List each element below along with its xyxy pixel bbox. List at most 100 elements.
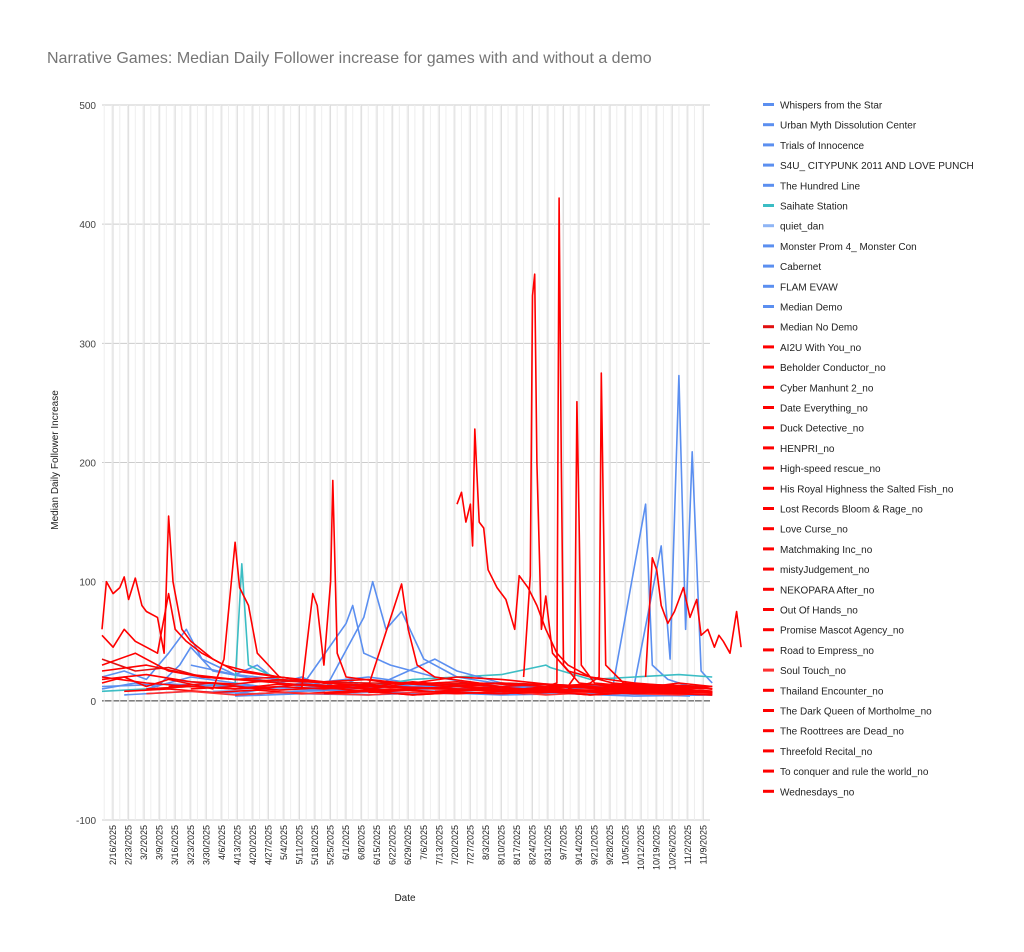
x-tick-label: 9/28/2025: [605, 825, 615, 865]
x-tick-label: 7/27/2025: [465, 825, 475, 865]
legend-swatch: [763, 103, 774, 106]
legend-swatch: [763, 123, 774, 127]
series-line: [567, 372, 713, 690]
legend-swatch: [763, 628, 774, 632]
legend-swatch: [763, 224, 774, 228]
legend-swatch: [763, 608, 774, 611]
legend-swatch: [763, 406, 774, 409]
chart-title: Narrative Games: Median Daily Follower i…: [47, 50, 652, 67]
legend-label: Date Everything_no: [780, 404, 868, 415]
legend-swatch: [763, 688, 774, 692]
x-tick-label: 6/22/2025: [388, 825, 398, 865]
legend: Whispers from the Star Urban Myth Dissolu…: [763, 101, 974, 798]
x-tick-label: 5/18/2025: [310, 825, 320, 865]
y-axis-label: Median Daily Follower Increase: [50, 390, 61, 530]
legend-swatch: [763, 163, 774, 167]
series-line: [101, 515, 713, 695]
y-tick-label: 200: [79, 459, 96, 470]
legend-label: Beholder Conductor_no: [780, 363, 886, 374]
legend-label: Thailand Encounter_no: [780, 686, 884, 697]
legend-swatch: [763, 729, 774, 733]
legend-label: Wednesdays_no: [780, 787, 855, 798]
series-line: [522, 273, 713, 690]
x-tick-label: 2/23/2025: [124, 825, 134, 865]
x-tick-label: 8/31/2025: [543, 825, 553, 865]
x-tick-label: 11/9/2025: [698, 825, 708, 864]
legend-swatch: [763, 547, 774, 551]
y-tick-label: 0: [90, 697, 96, 708]
legend-swatch: [763, 143, 774, 147]
x-tick-label: 3/23/2025: [186, 825, 196, 865]
x-tick-label: 2/16/2025: [108, 825, 118, 865]
legend-swatch: [763, 365, 774, 369]
x-tick-label: 9/7/2025: [559, 825, 569, 860]
x-tick-label: 10/26/2025: [667, 825, 677, 870]
x-tick-label: 9/21/2025: [590, 825, 600, 865]
x-tick-label: 8/3/2025: [481, 825, 491, 860]
legend-swatch: [763, 183, 774, 187]
legend-label: Out Of Hands_no: [780, 606, 858, 617]
x-tick-label: 3/2/2025: [139, 825, 149, 860]
legend-label: His Royal Highness the Salted Fish_no: [780, 484, 954, 495]
legend-swatch: [763, 264, 774, 268]
legend-label: To conquer and rule the world_no: [780, 767, 929, 778]
axis-layer: -100 0 100 200 300 400 500 2/16/2025 2/23/2025 3/…: [76, 101, 708, 870]
legend-label: Cyber Manhunt 2_no: [780, 383, 874, 394]
legend-swatch: [763, 709, 774, 712]
legend-label: Promise Mascot Agency_no: [780, 626, 904, 637]
legend-label: Median No Demo: [780, 323, 858, 334]
legend-label: HENPRI_no: [780, 444, 835, 455]
legend-swatch: [763, 204, 774, 207]
x-tick-label: 3/30/2025: [201, 825, 211, 865]
series-line: [190, 374, 713, 690]
series-line: [523, 197, 713, 693]
legend-label: quiet_dan: [780, 222, 824, 233]
x-tick-label: 6/15/2025: [372, 825, 382, 865]
legend-label: Trials of Innocence: [780, 141, 865, 152]
x-tick-label: 3/16/2025: [170, 825, 180, 865]
x-tick-label: 3/9/2025: [155, 825, 165, 860]
series-line: [434, 688, 713, 695]
x-axis-label: Date: [394, 893, 416, 904]
x-tick-label: 4/13/2025: [232, 825, 242, 865]
legend-label: AI2U With You_no: [780, 343, 862, 354]
legend-label: Median Demo: [780, 303, 843, 314]
x-tick-label: 7/13/2025: [434, 825, 444, 865]
legend-label: The Dark Queen of Mortholme_no: [780, 707, 932, 718]
series-line: [101, 673, 713, 690]
series-line: [456, 428, 713, 690]
series-line: [168, 503, 691, 694]
legend-label: S4U_ CITYPUNK 2011 AND LOVE PUNCH: [780, 161, 974, 172]
legend-label: The Hundred Line: [780, 181, 860, 192]
x-tick-label: 4/6/2025: [217, 825, 227, 860]
legend-label: Lost Records Bloom & Rage_no: [780, 505, 923, 516]
x-tick-label: 8/17/2025: [512, 825, 522, 865]
y-tick-label: 400: [79, 220, 96, 231]
legend-swatch: [763, 426, 774, 430]
legend-label: Road to Empress_no: [780, 646, 874, 657]
y-tick-label: 300: [79, 339, 96, 350]
x-tick-label: 10/5/2025: [621, 825, 631, 865]
x-tick-label: 5/25/2025: [326, 825, 336, 865]
x-tick-label: 5/11/2025: [294, 825, 304, 864]
legend-label: Soul Touch_no: [780, 666, 846, 677]
y-tick-label: -100: [76, 816, 96, 827]
x-tick-label: 8/24/2025: [527, 825, 537, 865]
legend-label: Matchmaking Inc_no: [780, 545, 873, 556]
legend-swatch: [763, 466, 774, 470]
x-tick-label: 7/6/2025: [419, 825, 429, 860]
legend-swatch: [763, 527, 774, 531]
legend-swatch: [763, 769, 774, 773]
legend-label: mistyJudgement_no: [780, 565, 870, 576]
legend-swatch: [763, 305, 774, 308]
x-tick-label: 6/29/2025: [403, 825, 413, 865]
legend-swatch: [763, 507, 774, 510]
x-tick-label: 4/20/2025: [248, 825, 258, 865]
x-tick-label: 4/27/2025: [263, 825, 273, 865]
x-tick-label: 8/10/2025: [496, 825, 506, 865]
legend-label: Cabernet: [780, 262, 821, 273]
x-tick-label: 10/19/2025: [652, 825, 662, 870]
legend-label: High-speed rescue_no: [780, 464, 881, 475]
series-line: [368, 689, 713, 695]
